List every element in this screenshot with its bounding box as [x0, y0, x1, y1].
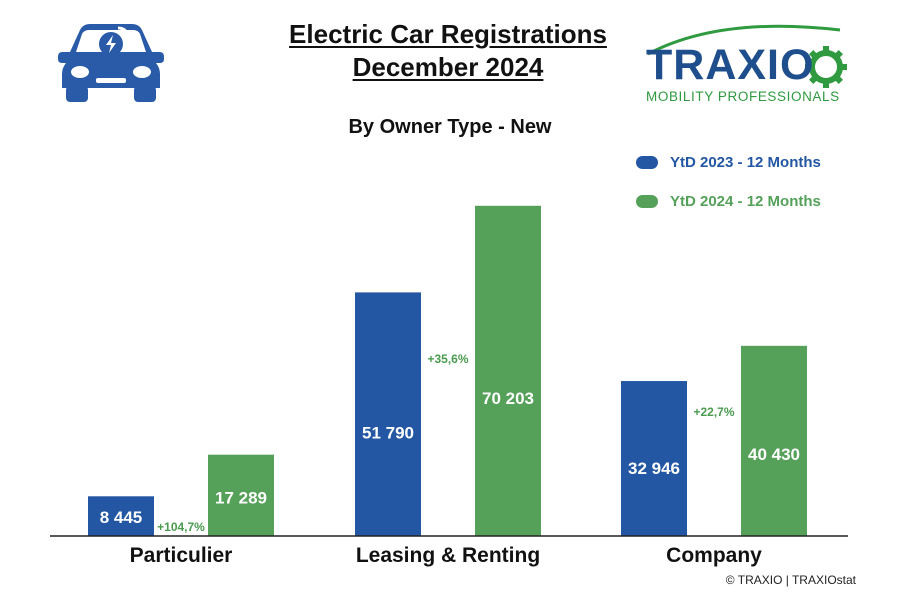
category-label-1: Particulier	[130, 544, 233, 567]
legend-label-2024: YtD 2024 - 12 Months	[670, 192, 821, 210]
change-label-2: +35,6%	[427, 352, 468, 366]
bar-2024-2	[475, 205, 541, 536]
logo-tagline: MOBILITY PROFESSIONALS	[646, 89, 840, 104]
legend-item-2024: YtD 2024 - 12 Months	[636, 189, 821, 213]
data-label-2023-2: 51 790	[362, 424, 414, 443]
bar-2024-1	[208, 454, 274, 536]
chart-title: Electric Car Registrations December 2024	[230, 18, 666, 84]
legend-label-2023: YtD 2023 - 12 Months	[670, 153, 821, 171]
data-label-2023-1: 8 445	[100, 508, 143, 527]
category-label-2: Leasing & Renting	[356, 544, 540, 567]
change-label-1: +104,7%	[157, 520, 205, 534]
legend-item-2023: YtD 2023 - 12 Months	[636, 150, 821, 174]
chart-subtitle: By Owner Type - New	[348, 116, 552, 138]
logo-wordmark: TRAXIO	[646, 41, 815, 89]
bar-2024-3	[741, 345, 807, 536]
legend-swatch-2023	[636, 155, 658, 169]
change-label-3: +22,7%	[693, 405, 734, 419]
legend: YtD 2023 - 12 Months YtD 2024 - 12 Month…	[636, 150, 821, 228]
legend-swatch-2024	[636, 194, 658, 208]
electric-car-icon	[58, 24, 164, 102]
category-label-3: Company	[666, 544, 762, 567]
bar-2023-1	[88, 496, 154, 536]
data-label-2024-3: 40 430	[748, 445, 800, 464]
data-label-2023-3: 32 946	[628, 459, 680, 478]
data-label-2024-1: 17 289	[215, 488, 267, 507]
bar-2023-3	[621, 381, 687, 536]
bar-2023-2	[355, 292, 421, 536]
copyright-note: © TRAXIO | TRAXIOstat	[725, 573, 856, 587]
data-label-2024-2: 70 203	[482, 389, 534, 408]
title-line-1: Electric Car Registrations	[289, 19, 607, 49]
traxio-logo-graphic	[647, 24, 847, 88]
title-line-2: December 2024	[352, 52, 544, 82]
